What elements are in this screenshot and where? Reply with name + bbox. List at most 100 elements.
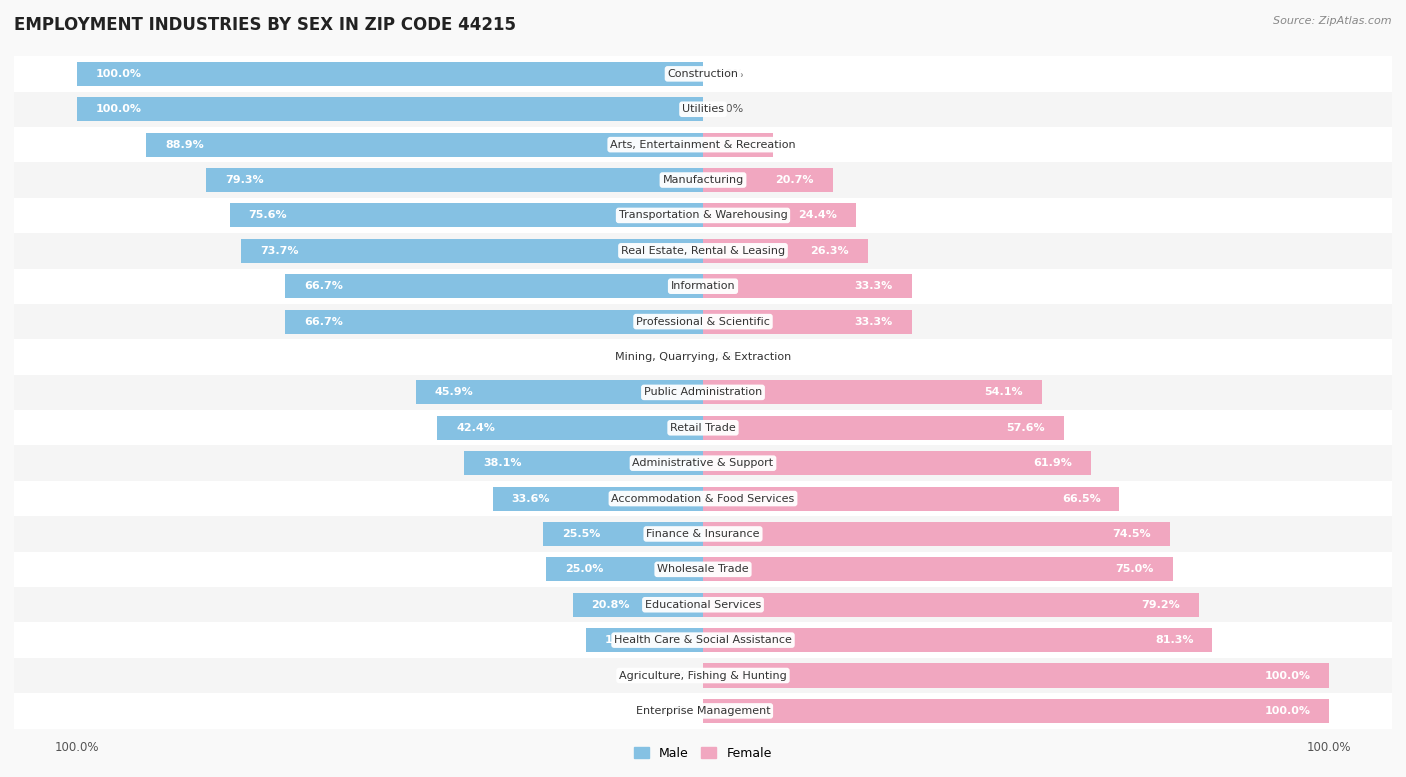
Text: Educational Services: Educational Services bbox=[645, 600, 761, 610]
Bar bbox=[703, 628, 1212, 652]
Bar bbox=[14, 587, 1392, 622]
Bar bbox=[703, 204, 856, 228]
Bar bbox=[14, 127, 1392, 162]
Text: 25.0%: 25.0% bbox=[565, 564, 603, 574]
Text: Source: ZipAtlas.com: Source: ZipAtlas.com bbox=[1274, 16, 1392, 26]
Text: 100.0%: 100.0% bbox=[1264, 671, 1310, 681]
Text: 54.1%: 54.1% bbox=[984, 388, 1024, 397]
Text: Wholesale Trade: Wholesale Trade bbox=[657, 564, 749, 574]
Text: 73.7%: 73.7% bbox=[260, 246, 298, 256]
Text: Finance & Insurance: Finance & Insurance bbox=[647, 529, 759, 539]
Bar bbox=[14, 658, 1392, 693]
Bar bbox=[703, 416, 1064, 440]
Text: Retail Trade: Retail Trade bbox=[671, 423, 735, 433]
Bar bbox=[14, 162, 1392, 197]
Text: 0.0%: 0.0% bbox=[662, 706, 690, 716]
Text: 25.5%: 25.5% bbox=[562, 529, 600, 539]
Bar bbox=[703, 664, 1329, 688]
Text: 0.0%: 0.0% bbox=[716, 69, 744, 78]
Bar bbox=[207, 168, 703, 192]
Text: Health Care & Social Assistance: Health Care & Social Assistance bbox=[614, 635, 792, 645]
Text: 38.1%: 38.1% bbox=[484, 458, 522, 469]
Text: Manufacturing: Manufacturing bbox=[662, 175, 744, 185]
Text: 0.0%: 0.0% bbox=[716, 104, 744, 114]
Bar bbox=[285, 309, 703, 333]
Text: 74.5%: 74.5% bbox=[1112, 529, 1152, 539]
Text: 81.3%: 81.3% bbox=[1154, 635, 1194, 645]
Bar bbox=[14, 375, 1392, 410]
Bar bbox=[703, 309, 911, 333]
Bar bbox=[14, 233, 1392, 269]
Text: 66.7%: 66.7% bbox=[304, 316, 343, 326]
Bar bbox=[416, 381, 703, 404]
Bar bbox=[229, 204, 703, 228]
Text: 11.1%: 11.1% bbox=[716, 140, 754, 150]
Text: 45.9%: 45.9% bbox=[434, 388, 472, 397]
Text: 0.0%: 0.0% bbox=[716, 352, 744, 362]
Text: Enterprise Management: Enterprise Management bbox=[636, 706, 770, 716]
Bar bbox=[703, 557, 1173, 581]
Text: 33.3%: 33.3% bbox=[855, 281, 893, 291]
Bar bbox=[14, 340, 1392, 375]
Text: Public Administration: Public Administration bbox=[644, 388, 762, 397]
Text: Arts, Entertainment & Recreation: Arts, Entertainment & Recreation bbox=[610, 140, 796, 150]
Bar bbox=[14, 552, 1392, 587]
Bar bbox=[492, 486, 703, 510]
Text: 100.0%: 100.0% bbox=[1264, 706, 1310, 716]
Bar bbox=[703, 522, 1170, 546]
Text: EMPLOYMENT INDUSTRIES BY SEX IN ZIP CODE 44215: EMPLOYMENT INDUSTRIES BY SEX IN ZIP CODE… bbox=[14, 16, 516, 33]
Bar bbox=[14, 197, 1392, 233]
Bar bbox=[703, 699, 1329, 723]
Bar bbox=[543, 522, 703, 546]
Bar bbox=[14, 481, 1392, 516]
Bar bbox=[703, 168, 832, 192]
Text: 66.5%: 66.5% bbox=[1062, 493, 1101, 503]
Text: 24.4%: 24.4% bbox=[799, 211, 837, 221]
Text: 100.0%: 100.0% bbox=[96, 104, 142, 114]
Text: 79.2%: 79.2% bbox=[1142, 600, 1180, 610]
Bar bbox=[703, 133, 772, 157]
Bar bbox=[242, 239, 703, 263]
Bar bbox=[146, 133, 703, 157]
Text: 75.0%: 75.0% bbox=[1115, 564, 1154, 574]
Bar bbox=[14, 410, 1392, 445]
Text: 66.7%: 66.7% bbox=[304, 281, 343, 291]
Text: 26.3%: 26.3% bbox=[810, 246, 849, 256]
Bar bbox=[464, 451, 703, 476]
Text: 0.0%: 0.0% bbox=[662, 671, 690, 681]
Text: Professional & Scientific: Professional & Scientific bbox=[636, 316, 770, 326]
Text: Construction: Construction bbox=[668, 69, 738, 78]
Bar bbox=[703, 274, 911, 298]
Bar bbox=[437, 416, 703, 440]
Text: 0.0%: 0.0% bbox=[662, 352, 690, 362]
Bar bbox=[547, 557, 703, 581]
Bar bbox=[572, 593, 703, 617]
Bar bbox=[703, 239, 868, 263]
Bar bbox=[285, 274, 703, 298]
Text: Administrative & Support: Administrative & Support bbox=[633, 458, 773, 469]
Text: 88.9%: 88.9% bbox=[165, 140, 204, 150]
Bar bbox=[14, 92, 1392, 127]
Text: Transportation & Warehousing: Transportation & Warehousing bbox=[619, 211, 787, 221]
Bar bbox=[703, 381, 1042, 404]
Bar bbox=[77, 97, 703, 121]
Text: 61.9%: 61.9% bbox=[1033, 458, 1071, 469]
Text: 75.6%: 75.6% bbox=[249, 211, 287, 221]
Text: Real Estate, Rental & Leasing: Real Estate, Rental & Leasing bbox=[621, 246, 785, 256]
Text: 42.4%: 42.4% bbox=[456, 423, 495, 433]
Text: Information: Information bbox=[671, 281, 735, 291]
Legend: Male, Female: Male, Female bbox=[630, 742, 776, 765]
Bar bbox=[14, 622, 1392, 658]
Text: 100.0%: 100.0% bbox=[96, 69, 142, 78]
Bar bbox=[703, 451, 1091, 476]
Bar bbox=[703, 486, 1119, 510]
Text: Utilities: Utilities bbox=[682, 104, 724, 114]
Text: 20.8%: 20.8% bbox=[592, 600, 630, 610]
Bar bbox=[77, 62, 703, 86]
Text: 20.7%: 20.7% bbox=[775, 175, 814, 185]
Text: 33.3%: 33.3% bbox=[855, 316, 893, 326]
Bar bbox=[703, 593, 1199, 617]
Bar bbox=[14, 693, 1392, 729]
Bar bbox=[14, 445, 1392, 481]
Text: Accommodation & Food Services: Accommodation & Food Services bbox=[612, 493, 794, 503]
